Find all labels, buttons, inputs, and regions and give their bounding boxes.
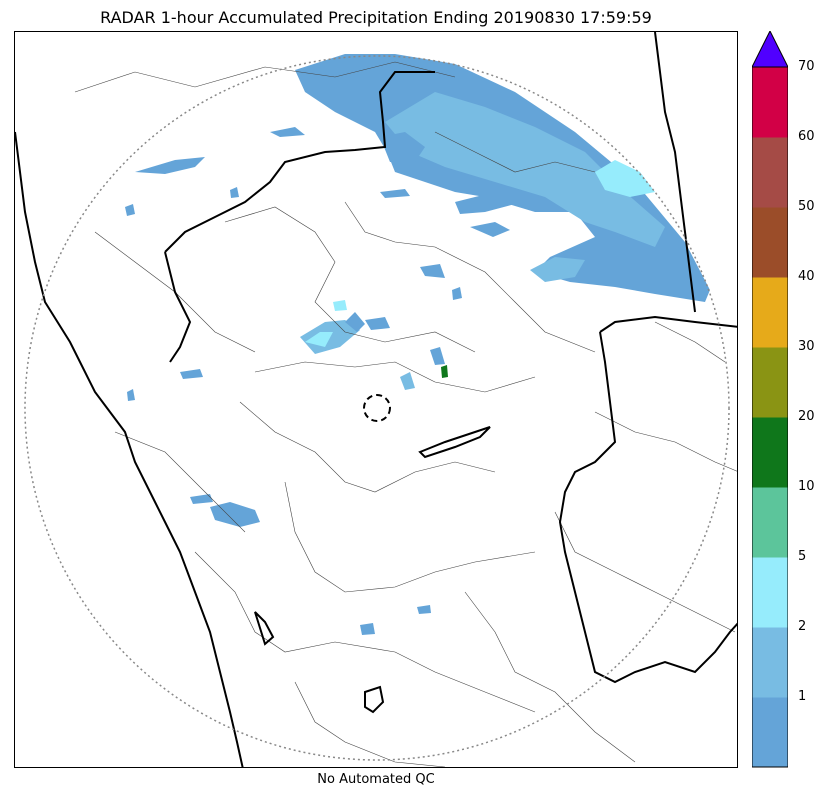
colorbar-tick-label: 1 <box>798 689 807 704</box>
colorbar-tick-label: 50 <box>798 199 815 214</box>
precip-band-northeast <box>295 54 710 302</box>
colorbar-tick-label: 2 <box>798 619 807 634</box>
colorbar-tick-label: 10 <box>798 479 815 494</box>
colorbar-tick-label: 40 <box>798 269 815 284</box>
colorbar-tick-label: 5 <box>798 549 807 564</box>
radar-center-marker <box>363 394 391 422</box>
colorbar-segment <box>752 627 788 698</box>
colorbar-segment <box>752 207 788 278</box>
colorbar-segment <box>752 277 788 348</box>
colorbar-segment <box>752 137 788 208</box>
colorbar-tick-label: 20 <box>798 409 815 424</box>
colorbar-segment <box>752 487 788 558</box>
colorbar-tick-label: 60 <box>798 129 815 144</box>
colorbar-tick-label: 70 <box>798 59 815 74</box>
radar-range-ring <box>24 55 730 761</box>
colorbar-segment <box>752 347 788 418</box>
colorbar-outline <box>752 66 788 768</box>
chart-title: RADAR 1-hour Accumulated Precipitation E… <box>100 8 652 27</box>
colorbar <box>752 31 788 768</box>
map-svg <box>15 32 737 767</box>
colorbar-segment <box>752 67 788 138</box>
colorbar-segment <box>752 697 788 768</box>
colorbar-tick-label: 30 <box>798 339 815 354</box>
qc-note: No Automated QC <box>317 772 435 787</box>
radar-map[interactable] <box>14 31 738 768</box>
colorbar-segment <box>752 417 788 488</box>
precip-scattered-cells <box>125 127 462 635</box>
state-boundaries <box>15 32 737 767</box>
colorbar-extend-triangle <box>752 31 788 68</box>
colorbar-segment <box>752 557 788 628</box>
